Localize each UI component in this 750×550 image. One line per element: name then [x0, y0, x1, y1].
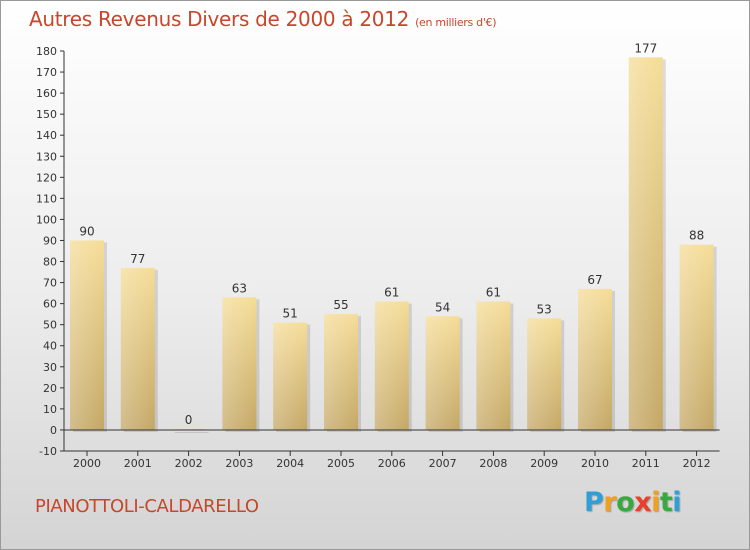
y-tick-label-180: 180	[36, 45, 57, 58]
value-label-2000: 90	[79, 224, 94, 238]
value-label-2012: 88	[689, 229, 704, 243]
y-tick-label-70: 70	[43, 277, 57, 290]
x-tick-label-2000: 2000	[73, 457, 101, 470]
proxiti-logo: Proxiti	[584, 487, 682, 518]
bar-highlight-2000	[70, 240, 104, 430]
commune-name: PIANOTTOLI-CALDARELLO	[35, 496, 259, 517]
x-tick-label-2001: 2001	[124, 457, 152, 470]
y-tick-label-90: 90	[43, 234, 57, 247]
value-label-2006: 61	[384, 286, 399, 300]
y-tick-label--10: -10	[39, 445, 57, 458]
y-tick-label-110: 110	[36, 192, 57, 205]
x-tick-label-2004: 2004	[276, 457, 304, 470]
chart-title: Autres Revenus Divers de 2000 à 2012 (en …	[29, 7, 497, 31]
logo-letter: x	[634, 487, 652, 518]
bar-highlight-2009	[527, 318, 562, 430]
value-label-2005: 55	[333, 298, 348, 312]
y-tick-label-150: 150	[36, 108, 57, 121]
y-tick-label-100: 100	[36, 213, 57, 226]
y-tick-label-120: 120	[36, 171, 57, 184]
axes-group: 2000 2001 2002 2003 2004 2005 2006 2007 2008 2009…	[36, 45, 720, 470]
x-tick-label-2006: 2006	[378, 457, 406, 470]
y-tick-label-30: 30	[43, 361, 57, 374]
value-label-2004: 51	[283, 307, 298, 321]
bar-highlight-2003	[222, 297, 257, 430]
value-label-2008: 61	[486, 286, 501, 300]
logo-letter: i	[651, 487, 660, 518]
bar-shadow-2002	[174, 431, 209, 433]
x-tick-label-2010: 2010	[581, 457, 609, 470]
y-tick-label-160: 160	[36, 87, 57, 100]
logo-letter: r	[603, 487, 617, 518]
y-tick-label-20: 20	[43, 382, 57, 395]
y-tick-label-40: 40	[43, 340, 57, 353]
x-tick-label-2003: 2003	[225, 457, 253, 470]
value-label-2010: 67	[587, 273, 602, 287]
bar-highlight-2004	[273, 322, 308, 430]
bar-highlight-2007	[425, 316, 460, 430]
value-label-2002: 0	[185, 413, 193, 427]
value-label-2009: 53	[537, 302, 552, 316]
x-tick-label-2009: 2009	[530, 457, 558, 470]
value-label-2003: 63	[232, 281, 247, 295]
bar-highlight-2011	[628, 57, 663, 430]
x-tick-label-2002: 2002	[175, 457, 203, 470]
chart-subtitle: (en milliers d'€)	[415, 16, 497, 29]
y-tick-label-60: 60	[43, 298, 57, 311]
y-tick-label-130: 130	[36, 150, 57, 163]
bar-highlight-2006	[374, 301, 409, 430]
x-tick-label-2011: 2011	[632, 457, 660, 470]
logo-letter: t	[659, 487, 673, 518]
bar-highlight-2001	[120, 267, 155, 430]
y-tick-label-80: 80	[43, 256, 57, 269]
value-label-2011: 177	[634, 41, 657, 55]
logo-letter: P	[584, 487, 604, 518]
x-tick-label-2012: 2012	[683, 457, 711, 470]
value-label-2007: 54	[435, 300, 450, 314]
bar-highlight-2005	[324, 314, 358, 430]
y-tick-label-0: 0	[50, 424, 57, 437]
y-tick-label-170: 170	[36, 66, 57, 79]
bar-highlight-2012	[679, 244, 714, 430]
bar-highlight-2008	[476, 301, 511, 430]
bar-highlight-2010	[578, 288, 612, 430]
y-tick-label-10: 10	[43, 403, 57, 416]
logo-letter: o	[616, 487, 635, 518]
bars-group: 90 77 0 63 51 55 61 54 61 53 67 177 88	[70, 41, 717, 433]
x-tick-label-2008: 2008	[479, 457, 507, 470]
x-tick-label-2007: 2007	[429, 457, 457, 470]
y-tick-label-140: 140	[36, 129, 57, 142]
value-label-2001: 77	[130, 252, 145, 266]
x-tick-label-2005: 2005	[327, 457, 355, 470]
y-tick-label-50: 50	[43, 319, 57, 332]
logo-letter: i	[672, 487, 682, 518]
